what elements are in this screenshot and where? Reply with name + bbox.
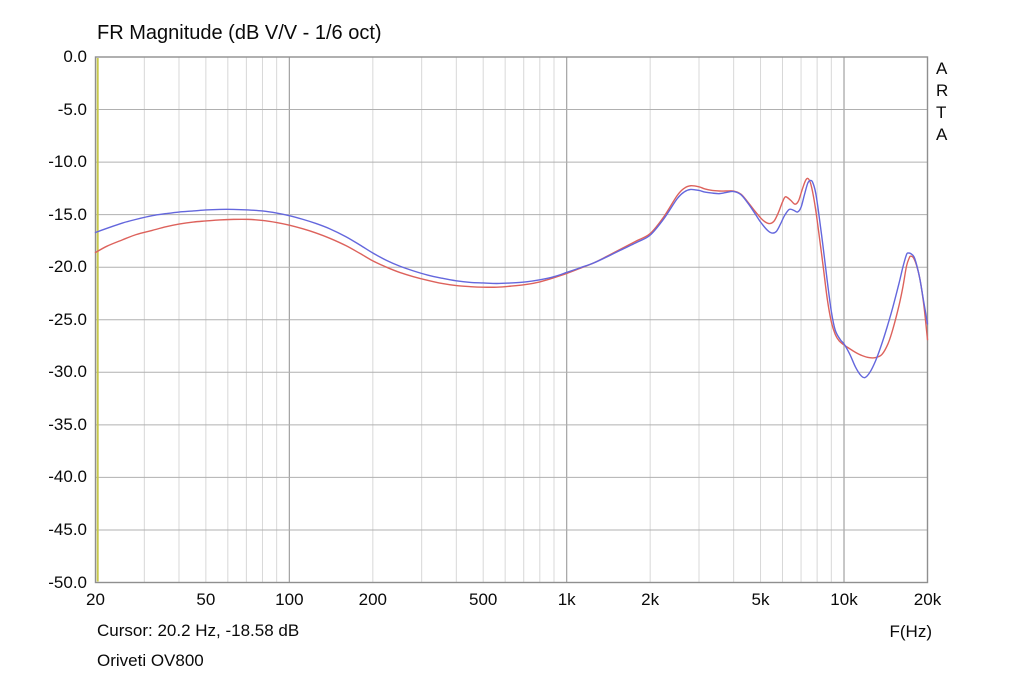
- x-axis-tick-label: 20k: [913, 590, 942, 609]
- y-axis-tick-label: -15.0: [48, 204, 87, 224]
- y-axis-tick-label: 0.0: [63, 47, 87, 66]
- y-axis-tick-label: -20.0: [48, 257, 87, 277]
- y-axis-tick-label: -10.0: [48, 152, 87, 172]
- y-axis-tick-label: -40.0: [48, 467, 87, 487]
- y-axis-tick-label: -35.0: [48, 414, 87, 434]
- x-axis-tick-label: 200: [358, 590, 388, 609]
- arta-watermark-letter: A: [936, 59, 948, 78]
- x-axis-tick-label: 500: [469, 590, 498, 609]
- chart-title: FR Magnitude (dB V/V - 1/6 oct): [97, 22, 382, 44]
- fr-curve-channel-red: [94, 177, 929, 359]
- x-axis-tick-label: 2k: [641, 590, 660, 609]
- y-axis-tick-label: -5.0: [57, 99, 87, 119]
- x-axis-tick-label: 5k: [751, 590, 770, 609]
- x-axis-tick-label: 100: [275, 590, 304, 609]
- arta-watermark-letter: T: [936, 103, 947, 122]
- y-axis-tick-label: -30.0: [48, 362, 87, 382]
- y-axis-tick-label: -45.0: [48, 519, 87, 539]
- y-axis-tick-label: -25.0: [48, 309, 87, 329]
- arta-watermark-letter: A: [936, 125, 948, 144]
- x-axis-tick-label: 10k: [830, 590, 858, 609]
- arta-watermark-letter: R: [936, 81, 949, 100]
- x-axis-tick-label: 1k: [557, 590, 576, 609]
- plot-border: [94, 56, 929, 584]
- x-axis-tick-label: 50: [196, 590, 216, 609]
- device-label: Oriveti OV800: [97, 651, 204, 670]
- cursor-readout: Cursor: 20.2 Hz, -18.58 dB: [97, 621, 300, 640]
- fr-curve-channel-blue: [94, 179, 929, 379]
- x-axis-tick-label: 20: [86, 590, 105, 609]
- y-axis-tick-label: -50.0: [48, 572, 87, 592]
- freq-axis-label: F(Hz): [889, 622, 932, 641]
